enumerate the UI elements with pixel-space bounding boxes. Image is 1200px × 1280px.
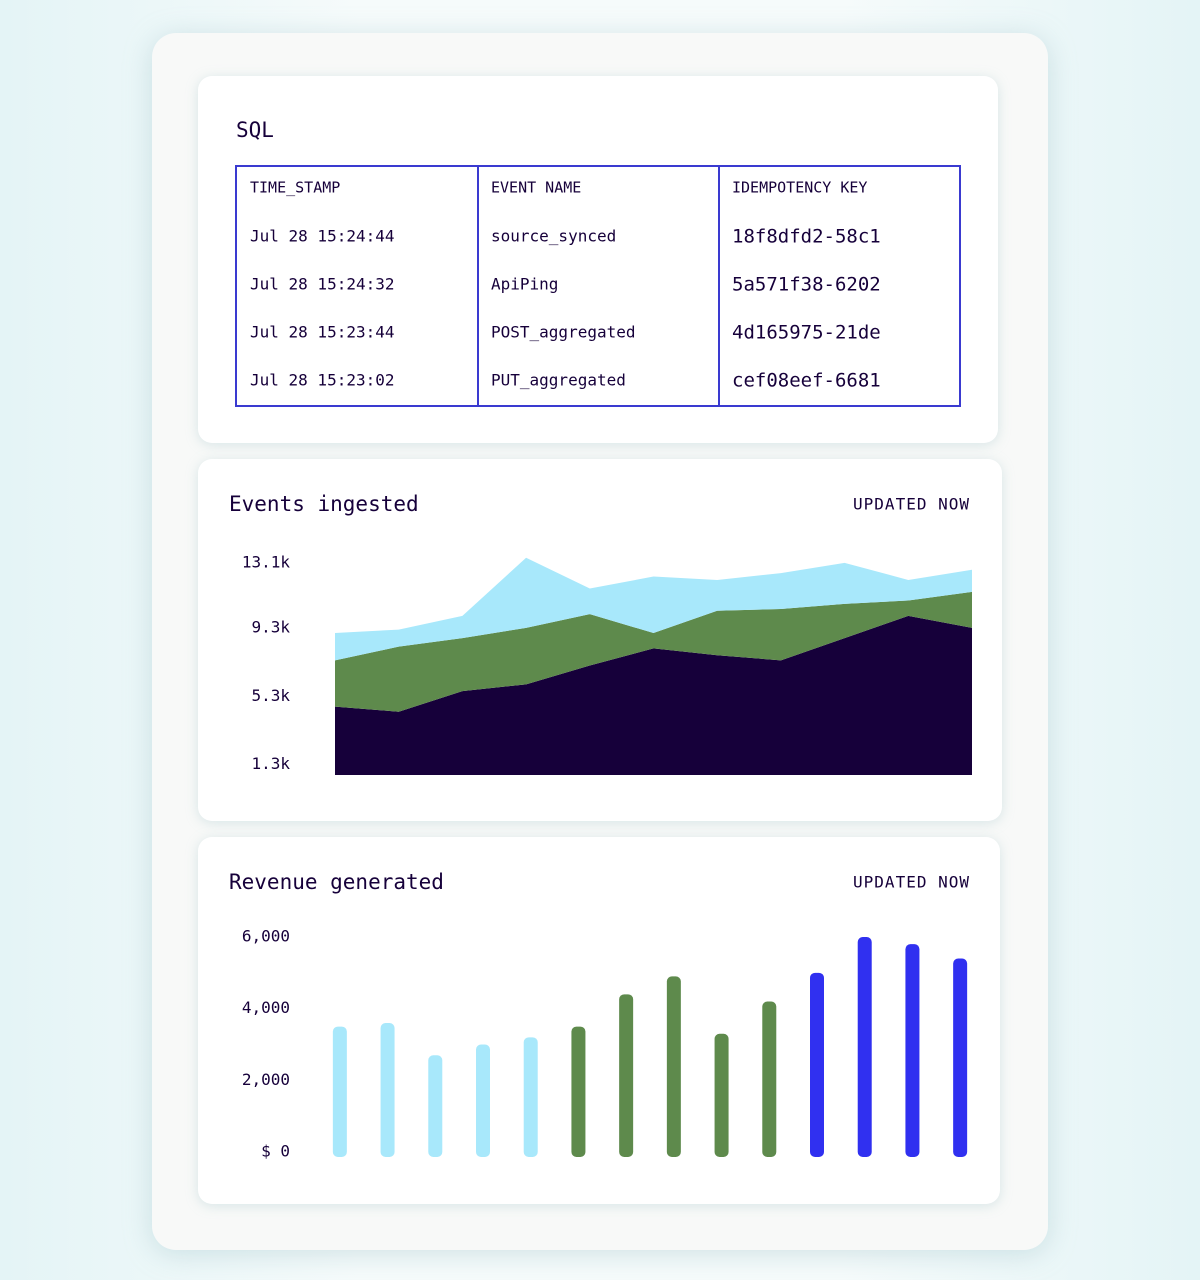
table-title: SQL bbox=[236, 118, 274, 142]
table-cell: 5a571f38-6202 bbox=[732, 274, 881, 296]
bar bbox=[332, 1026, 347, 1157]
column-header: EVENT NAME bbox=[491, 179, 581, 197]
chart-title: Revenue generated bbox=[229, 870, 444, 894]
bar bbox=[953, 958, 968, 1157]
bar bbox=[810, 972, 824, 1157]
column-header: TIME_STAMP bbox=[250, 179, 340, 197]
bar bbox=[666, 976, 681, 1157]
table-cell: 4d165975-21de bbox=[732, 322, 881, 344]
bar bbox=[905, 944, 920, 1157]
y-tick-label: 2,000 bbox=[242, 1070, 290, 1089]
table-border bbox=[235, 165, 961, 407]
bar bbox=[762, 1001, 777, 1157]
area-layer bbox=[335, 615, 972, 775]
table-cell: Jul 28 15:24:32 bbox=[250, 275, 395, 294]
y-tick-label: 13.1k bbox=[242, 552, 291, 571]
bar bbox=[714, 1033, 729, 1157]
y-tick-label: 1.3k bbox=[251, 754, 290, 773]
chart-subtitle: UPDATED NOW bbox=[853, 495, 970, 514]
revenue-card bbox=[198, 837, 1000, 1204]
chart-subtitle: UPDATED NOW bbox=[853, 873, 970, 892]
table-cell: source_synced bbox=[491, 227, 616, 246]
bar bbox=[857, 937, 872, 1157]
table-cell: Jul 28 15:24:44 bbox=[250, 227, 395, 246]
sql-card bbox=[198, 76, 998, 443]
area-layer bbox=[335, 557, 972, 661]
table-cell: cef08eef-6681 bbox=[732, 370, 881, 392]
bar bbox=[476, 1044, 490, 1157]
y-tick-label: 5.3k bbox=[251, 686, 290, 705]
y-tick-label: 4,000 bbox=[242, 998, 290, 1017]
table-cell: Jul 28 15:23:02 bbox=[250, 371, 395, 390]
area-layer bbox=[335, 591, 972, 712]
table-cell: ApiPing bbox=[491, 275, 558, 294]
bar bbox=[380, 1023, 395, 1157]
bar bbox=[571, 1026, 586, 1157]
y-tick-label: $ 0 bbox=[261, 1142, 290, 1161]
table-cell: 18f8dfd2-58c1 bbox=[732, 226, 881, 248]
column-header: IDEMPOTENCY KEY bbox=[732, 179, 867, 197]
bar bbox=[523, 1037, 538, 1157]
bar bbox=[428, 1055, 443, 1157]
table-cell: PUT_aggregated bbox=[491, 371, 626, 390]
y-tick-label: 6,000 bbox=[242, 927, 290, 946]
chart-title: Events ingested bbox=[229, 492, 419, 516]
table-cell: POST_aggregated bbox=[491, 323, 636, 342]
y-tick-label: 9.3k bbox=[251, 617, 290, 636]
table-cell: Jul 28 15:23:44 bbox=[250, 323, 395, 342]
bar bbox=[619, 994, 634, 1157]
